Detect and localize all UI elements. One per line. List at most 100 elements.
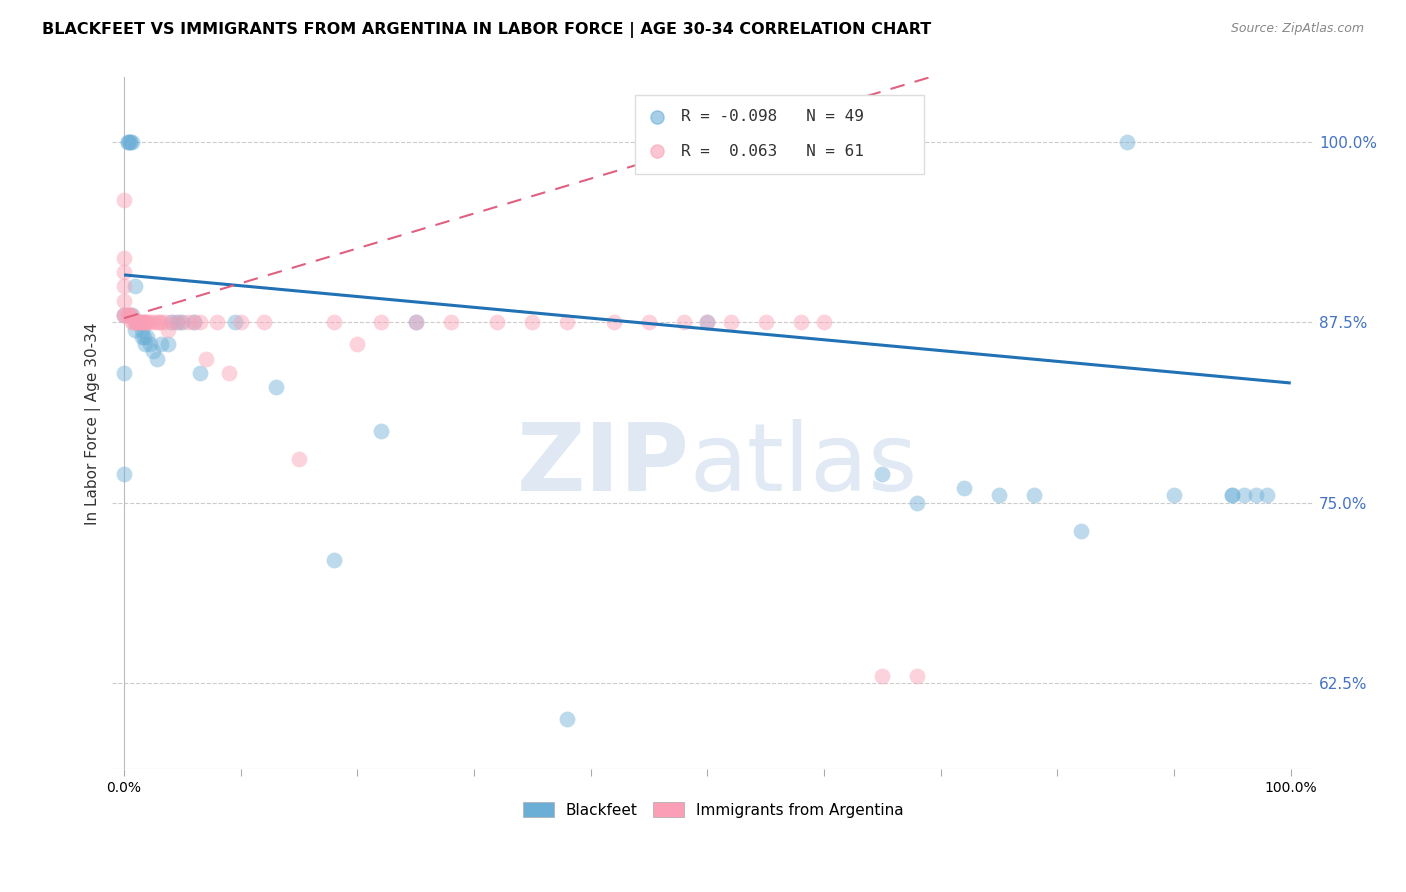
Point — [557, 712, 579, 726]
Point — [988, 488, 1011, 502]
Point — [162, 316, 184, 330]
Point — [188, 366, 211, 380]
Point — [150, 337, 173, 351]
Point — [139, 337, 162, 351]
Point — [134, 337, 156, 351]
Point — [122, 316, 145, 330]
Point — [872, 668, 894, 682]
Point — [127, 316, 149, 330]
Point — [125, 316, 148, 330]
Point — [112, 251, 135, 265]
Point — [142, 316, 165, 330]
FancyBboxPatch shape — [636, 95, 924, 174]
Point — [112, 308, 135, 322]
Point — [1222, 488, 1244, 502]
Point — [486, 316, 509, 330]
Point — [370, 316, 392, 330]
Point — [673, 316, 696, 330]
Point — [136, 330, 159, 344]
Text: 0.0%: 0.0% — [107, 780, 142, 795]
Point — [136, 316, 159, 330]
Point — [142, 344, 165, 359]
Text: atlas: atlas — [689, 419, 918, 511]
Point — [370, 424, 392, 438]
Point — [145, 351, 167, 366]
Y-axis label: In Labor Force | Age 30-34: In Labor Force | Age 30-34 — [86, 322, 101, 524]
Point — [124, 323, 146, 337]
Point — [183, 316, 205, 330]
Point — [641, 289, 664, 303]
Point — [139, 316, 162, 330]
Point — [129, 316, 152, 330]
Point — [177, 316, 200, 330]
Point — [132, 330, 155, 344]
Point — [118, 308, 141, 322]
Legend: Blackfeet, Immigrants from Argentina: Blackfeet, Immigrants from Argentina — [517, 796, 910, 824]
Point — [124, 316, 146, 330]
Point — [603, 316, 626, 330]
Point — [117, 136, 139, 150]
Point — [172, 316, 194, 330]
Point — [121, 136, 143, 150]
Point — [112, 366, 135, 380]
Point — [125, 316, 148, 330]
Point — [522, 316, 544, 330]
Point — [638, 316, 661, 330]
Point — [440, 316, 463, 330]
Point — [120, 308, 142, 322]
Point — [813, 316, 835, 330]
Point — [872, 467, 894, 481]
Point — [118, 136, 141, 150]
Point — [224, 316, 246, 330]
Point — [790, 316, 813, 330]
Point — [121, 316, 143, 330]
Point — [159, 316, 181, 330]
Point — [1163, 488, 1185, 502]
Text: BLACKFEET VS IMMIGRANTS FROM ARGENTINA IN LABOR FORCE | AGE 30-34 CORRELATION CH: BLACKFEET VS IMMIGRANTS FROM ARGENTINA I… — [42, 22, 931, 38]
Point — [207, 316, 229, 330]
Point — [696, 316, 718, 330]
Point — [264, 380, 287, 394]
Point — [194, 351, 217, 366]
Point — [157, 323, 180, 337]
Point — [720, 316, 742, 330]
Point — [112, 279, 135, 293]
Point — [134, 316, 156, 330]
Point — [118, 308, 141, 322]
Point — [112, 193, 135, 207]
Point — [183, 316, 205, 330]
Point — [127, 316, 149, 330]
Point — [323, 553, 346, 567]
Point — [124, 279, 146, 293]
Point — [405, 316, 427, 330]
Point — [1022, 488, 1045, 502]
Text: 100.0%: 100.0% — [1264, 780, 1317, 795]
Point — [1256, 488, 1278, 502]
Point — [253, 316, 276, 330]
Point — [112, 293, 135, 308]
Point — [117, 308, 139, 322]
Point — [135, 316, 157, 330]
Point — [125, 316, 148, 330]
Point — [131, 316, 153, 330]
Point — [905, 496, 928, 510]
Point — [132, 316, 155, 330]
Point — [905, 668, 928, 682]
Point — [145, 316, 167, 330]
Point — [131, 330, 153, 344]
Point — [118, 136, 141, 150]
Text: Source: ZipAtlas.com: Source: ZipAtlas.com — [1230, 22, 1364, 36]
Point — [1233, 488, 1256, 502]
Text: ZIP: ZIP — [516, 419, 689, 511]
Point — [188, 316, 211, 330]
Point — [112, 308, 135, 322]
Point — [128, 316, 150, 330]
Point — [1070, 524, 1092, 539]
Point — [1222, 488, 1244, 502]
Point — [128, 316, 150, 330]
Point — [112, 308, 135, 322]
Point — [150, 316, 173, 330]
Point — [112, 467, 135, 481]
Point — [157, 337, 180, 351]
Point — [117, 136, 139, 150]
